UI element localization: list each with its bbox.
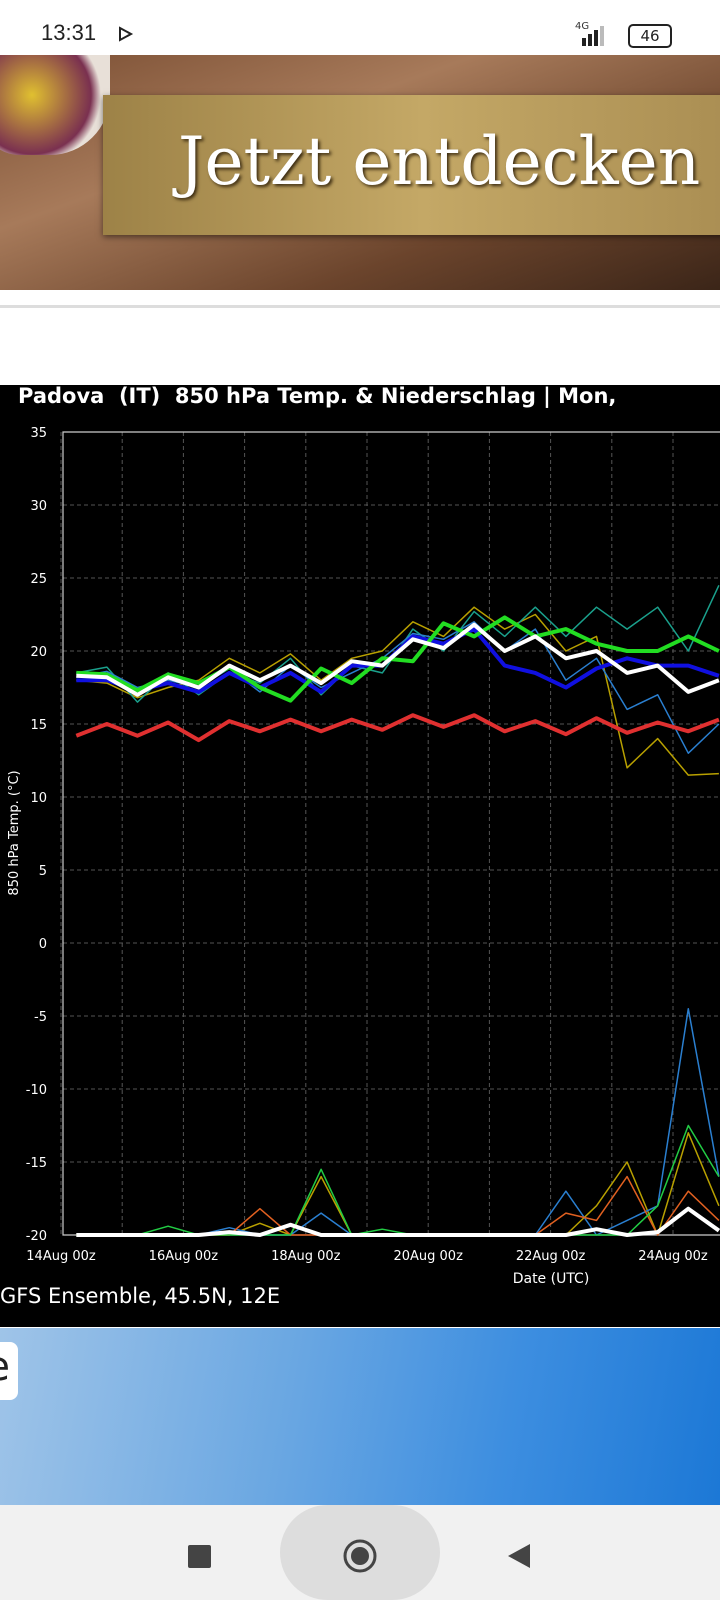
navigation-bar [0, 1505, 720, 1600]
cast-icon [119, 26, 134, 42]
ad-banner[interactable]: Jetzt entdecken [0, 55, 720, 290]
network-label: 4G [575, 21, 590, 32]
status-bar: 13:31 4G 46 [0, 0, 720, 55]
x-tick-label: 24Aug 00z [638, 1249, 708, 1264]
series-line [76, 615, 720, 703]
ad-plate: Jetzt entdecken [103, 95, 720, 235]
y-axis-label: 850 hPa Temp. (°C) [7, 770, 22, 895]
chart-source: GFS Ensemble, 45.5N, 12E [0, 1284, 280, 1308]
x-axis-label: Date (UTC) [513, 1271, 590, 1287]
y-tick-label: 15 [30, 718, 47, 733]
y-tick-label: 20 [30, 645, 47, 660]
series-line [76, 622, 720, 697]
y-tick-label: -10 [26, 1083, 47, 1098]
ad-text: Jetzt entdecken [178, 123, 701, 200]
ad-banner-bottom[interactable]: e [0, 1328, 720, 1505]
chart-background [0, 385, 720, 1327]
y-tick-label: 35 [30, 426, 47, 441]
series-line [75, 713, 720, 743]
separator [0, 305, 720, 308]
y-tick-label: -5 [34, 1010, 47, 1025]
back-button[interactable] [508, 1544, 530, 1568]
y-tick-label: -20 [26, 1229, 47, 1244]
home-dot [351, 1547, 369, 1565]
series-line [76, 1124, 720, 1236]
y-tick-label: -15 [26, 1156, 47, 1171]
chart: Padova (IT) 850 hPa Temp. & Niederschlag… [0, 385, 720, 1327]
ad-text: e [0, 1344, 10, 1390]
battery: 46 [628, 24, 672, 48]
clock: 13:31 [41, 20, 97, 45]
x-tick-label: 14Aug 00z [26, 1249, 96, 1264]
ad-image [0, 55, 110, 155]
x-tick-label: 20Aug 00z [393, 1249, 463, 1264]
x-tick-label: 18Aug 00z [271, 1249, 341, 1264]
y-tick-label: 25 [30, 572, 47, 587]
ad-box: e [0, 1342, 18, 1400]
home-button[interactable] [343, 1539, 377, 1573]
y-tick-label: 5 [39, 864, 47, 879]
nav-icons [188, 1539, 530, 1573]
y-tick-label: 0 [39, 937, 47, 952]
y-tick-label: 30 [30, 499, 47, 514]
series-line [76, 1206, 720, 1237]
recents-button[interactable] [188, 1545, 211, 1568]
signal-icon [582, 26, 604, 46]
chart-title: Padova (IT) 850 hPa Temp. & Niederschlag… [18, 385, 624, 409]
y-tick-label: 10 [30, 791, 47, 806]
x-tick-label: 22Aug 00z [516, 1249, 586, 1264]
x-tick-label: 16Aug 00z [149, 1249, 219, 1264]
